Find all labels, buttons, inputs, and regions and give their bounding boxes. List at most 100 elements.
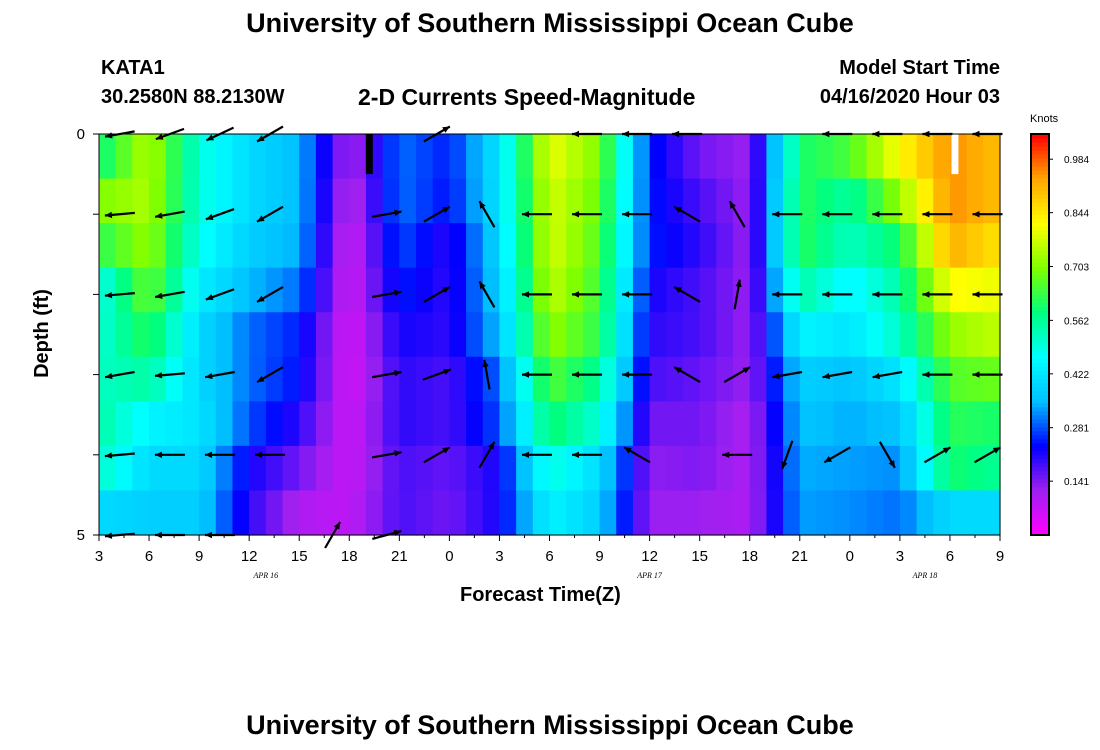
current-arrow <box>728 200 746 228</box>
speed-heatmap <box>99 134 1001 536</box>
heatmap-cell <box>215 401 234 447</box>
colorbar-step <box>1031 390 1049 396</box>
heatmap-cell <box>182 312 200 358</box>
heatmap-cell <box>916 445 934 492</box>
heatmap-cell <box>499 223 517 269</box>
heatmap-cell <box>783 223 801 269</box>
heatmap-cell <box>616 401 634 447</box>
heatmap-cell <box>766 267 784 313</box>
heatmap-cell <box>499 401 517 447</box>
current-arrow <box>772 291 803 298</box>
heatmap-cell <box>566 134 584 180</box>
heatmap-cell <box>499 178 517 224</box>
heatmap-cell <box>399 356 417 402</box>
heatmap-cell <box>365 356 384 402</box>
heatmap-cell <box>265 490 284 536</box>
heatmap-cell <box>666 356 684 402</box>
heatmap-cell <box>733 223 751 269</box>
colorbar-tick-label: 0.281 <box>1064 424 1089 435</box>
heatmap-cell <box>299 445 317 492</box>
heatmap-cell <box>449 178 467 224</box>
heatmap-cell <box>232 178 250 224</box>
colorbar-step <box>1031 294 1049 300</box>
heatmap-cell <box>799 356 818 402</box>
heatmap-cell <box>99 356 117 402</box>
heatmap-cell <box>532 445 551 492</box>
heatmap-cell <box>899 401 918 447</box>
heatmap-cell <box>599 134 617 180</box>
arrow-head <box>622 291 630 298</box>
date-label: APR 17 <box>636 571 663 580</box>
arrow-head <box>104 452 113 459</box>
current-arrow <box>822 211 853 218</box>
colorbar-step <box>1031 302 1049 308</box>
colorbar-step <box>1031 254 1049 259</box>
arrow-head <box>572 451 580 458</box>
colorbar-step <box>1031 486 1049 492</box>
heatmap-cell <box>716 312 734 358</box>
heatmap-cell <box>265 223 284 269</box>
current-vectors <box>104 125 1003 549</box>
colorbar-step <box>1031 186 1049 191</box>
heatmap-cell <box>682 178 701 224</box>
heatmap-cell <box>332 445 350 492</box>
heatmap-cell <box>532 178 551 224</box>
y-axis-label: Depth (ft) <box>30 289 53 378</box>
heatmap-cell <box>866 134 884 180</box>
colorbar-step <box>1031 290 1049 295</box>
heatmap-cell <box>466 490 484 536</box>
colorbar-step <box>1031 514 1049 520</box>
current-arrow <box>723 366 751 384</box>
heatmap-cell <box>199 445 217 492</box>
colorbar-step <box>1031 246 1049 251</box>
heatmap-cell <box>649 312 667 358</box>
arrow-head <box>104 532 113 539</box>
heatmap-cell <box>416 134 434 180</box>
heatmap-cell <box>299 178 317 224</box>
heatmap-cell <box>899 267 918 313</box>
heatmap-cell <box>115 178 133 224</box>
heatmap-cell <box>416 223 434 269</box>
heatmap-cell <box>432 401 450 447</box>
colorbar-step <box>1031 162 1049 167</box>
colorbar-step <box>1031 330 1049 336</box>
heatmap-cell <box>265 356 284 402</box>
heatmap-cell <box>466 134 484 180</box>
colorbar-frame <box>1030 133 1050 536</box>
colorbar-step <box>1031 394 1049 400</box>
heatmap-cell <box>582 356 601 402</box>
heatmap-cell <box>682 401 701 447</box>
colorbar-label: Knots <box>1030 113 1059 125</box>
heatmap-cell <box>899 490 918 536</box>
heatmap-cell <box>382 223 400 269</box>
heatmap-cell <box>949 312 968 358</box>
heatmap-cell <box>849 445 868 492</box>
heatmap-cell <box>232 312 250 358</box>
heatmap-cell <box>315 490 334 536</box>
colorbar-step <box>1031 366 1049 372</box>
arrow-head <box>255 451 263 458</box>
heatmap-cell <box>532 312 551 358</box>
heatmap-cell <box>182 490 200 536</box>
colorbar-step <box>1031 342 1049 348</box>
heatmap-cell <box>499 134 517 180</box>
date-label: APR 18 <box>912 571 938 580</box>
heatmap-cell <box>833 356 851 402</box>
heatmap-cell <box>382 312 400 358</box>
heatmap-cell <box>933 401 951 447</box>
heatmap-cell <box>983 490 1001 536</box>
heatmap-cell <box>332 223 350 269</box>
heatmap-cell <box>866 356 884 402</box>
heatmap-cell <box>432 445 450 492</box>
heatmap-cell <box>632 134 651 180</box>
station-coordinates: 30.2580N 88.2130W <box>101 86 285 108</box>
arrow-head <box>992 447 1001 454</box>
current-arrow <box>205 288 235 301</box>
heatmap-cell <box>282 490 300 536</box>
heatmap-cell <box>899 223 918 269</box>
colorbar-step <box>1031 282 1049 287</box>
arrow-head <box>442 126 450 133</box>
heatmap-cell <box>149 401 167 447</box>
colorbar-step <box>1031 214 1049 219</box>
heatmap-cell <box>432 223 450 269</box>
